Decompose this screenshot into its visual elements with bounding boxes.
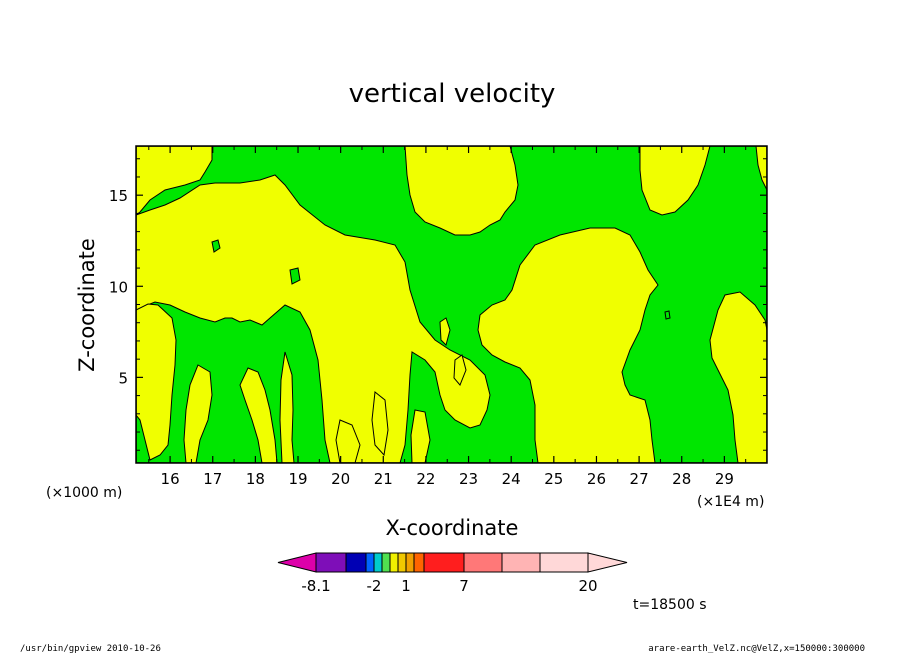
footer-right: arare-earth_VelZ.nc@VelZ,x=150000:300000	[648, 644, 865, 654]
contour-region	[755, 146, 767, 191]
x-tick-label: 25	[544, 470, 563, 488]
contour-region	[453, 354, 467, 386]
colorbar-segment	[539, 552, 589, 573]
contour-island	[664, 310, 671, 320]
colorbar-label: -8.1	[301, 577, 330, 595]
colorbar-segment	[397, 552, 407, 573]
x-units-right: (×1E4 m)	[697, 494, 764, 510]
x-tick-label: 24	[502, 470, 521, 488]
colorbar-segment	[423, 552, 465, 573]
colorbar-segment	[373, 552, 383, 573]
colorbar-label: 1	[401, 577, 411, 595]
contour-island	[289, 267, 301, 285]
colorbar-segment	[389, 552, 399, 573]
footer-left: /usr/bin/gpview 2010-10-26	[20, 644, 161, 654]
colorbar-arrow-low	[277, 552, 317, 573]
contour-region	[279, 351, 295, 463]
contour-region	[439, 317, 451, 346]
contour-region	[239, 367, 278, 463]
positive-velocity-regions	[136, 146, 767, 463]
colorbar-label: 20	[578, 577, 597, 595]
y-tick-label: 15	[109, 187, 128, 205]
x-tick-label: 18	[246, 470, 265, 488]
contour-region	[183, 364, 213, 463]
y-axis-label: Z-coordinate	[75, 238, 99, 372]
contour-region	[136, 303, 177, 461]
x-tick-label: 28	[672, 470, 691, 488]
x-axis-label: X-coordinate	[386, 516, 519, 540]
x-tick-label: 29	[715, 470, 734, 488]
chart-title: vertical velocity	[349, 79, 556, 109]
x-tick-label: 20	[331, 470, 350, 488]
colorbar-segment	[463, 552, 503, 573]
contour-region	[335, 419, 361, 463]
x-units-left: (×1000 m)	[46, 485, 122, 501]
colorbar-segment	[381, 552, 391, 573]
colorbar: -8.1 -2 1 7 20	[277, 552, 628, 595]
x-tick-label: 23	[459, 470, 478, 488]
y-tick-label: 10	[109, 278, 128, 296]
contour-region	[477, 227, 659, 463]
colorbar-segment	[413, 552, 425, 573]
x-tick-label: 19	[288, 470, 307, 488]
x-axis: 16 17 18 19 20 21 22 23 24 25 26 27 28 29	[148, 146, 747, 488]
x-tick-label: 22	[416, 470, 435, 488]
plot-area	[135, 145, 768, 464]
x-tick-label: 26	[587, 470, 606, 488]
contour-region	[404, 146, 519, 236]
colorbar-segment	[315, 552, 347, 573]
x-tick-label: 27	[630, 470, 649, 488]
x-tick-label: 17	[203, 470, 222, 488]
y-tick-label: 5	[118, 369, 128, 387]
colorbar-segment	[501, 552, 541, 573]
y-axis: 5 10 15	[109, 158, 767, 451]
time-label: t=18500 s	[633, 597, 707, 613]
contour-island	[211, 239, 221, 253]
contour-region	[410, 409, 431, 463]
colorbar-label: 7	[459, 577, 469, 595]
colorbar-arrow-high	[587, 552, 628, 573]
colorbar-segment	[365, 552, 375, 573]
contour-region	[639, 146, 711, 216]
contour-region	[709, 291, 767, 463]
x-tick-label: 16	[161, 470, 180, 488]
x-tick-label: 21	[374, 470, 393, 488]
colorbar-label: -2	[367, 577, 382, 595]
negative-velocity-islands	[211, 239, 671, 320]
colorbar-segment	[405, 552, 415, 573]
contour-region	[371, 391, 389, 457]
colorbar-segment	[345, 552, 367, 573]
contour-region	[136, 174, 491, 463]
